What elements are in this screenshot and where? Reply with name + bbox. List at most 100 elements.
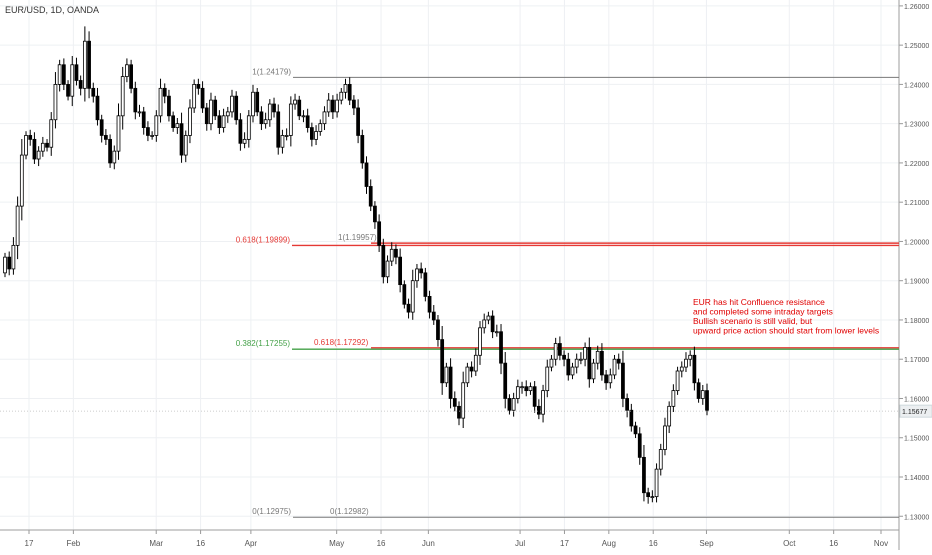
candle-body xyxy=(116,115,121,152)
x-tick-label: May xyxy=(329,539,344,548)
candle-body xyxy=(457,405,461,419)
candle-body xyxy=(293,99,297,105)
candle-body xyxy=(511,398,516,411)
candle-body xyxy=(66,84,70,97)
candle-body xyxy=(32,138,37,160)
candle-body xyxy=(238,119,243,144)
candle-body xyxy=(3,256,7,274)
candle-body xyxy=(398,256,403,286)
last-price-box xyxy=(899,404,932,418)
fib-label-0618: 0.618(1.19899) xyxy=(236,235,291,244)
candle-body xyxy=(175,123,180,128)
x-tick-label: Aug xyxy=(602,539,616,548)
candle-body xyxy=(461,382,466,419)
candle-body xyxy=(427,296,432,313)
y-tick-label: 1.24000 xyxy=(904,82,929,89)
x-tick-label: 17 xyxy=(25,539,34,548)
candle-body xyxy=(99,119,104,136)
candle-body xyxy=(452,398,457,407)
candle-body xyxy=(545,366,550,392)
candle-body xyxy=(469,366,474,372)
candle-body xyxy=(112,150,117,164)
candle-body xyxy=(566,358,571,376)
candle-body xyxy=(87,40,91,89)
x-tick-label: Sep xyxy=(699,539,714,548)
candle-body xyxy=(402,284,407,305)
candle-body xyxy=(465,366,470,384)
candle-body xyxy=(520,386,524,389)
candle-body xyxy=(217,115,222,128)
candle-body xyxy=(591,362,596,380)
last-price-label: 1.15677 xyxy=(902,409,927,416)
candle-body xyxy=(621,362,625,399)
candle-body xyxy=(40,142,45,152)
candle-body xyxy=(129,64,133,89)
candle-body xyxy=(629,409,634,427)
y-tick-label: 1.21000 xyxy=(904,200,929,207)
x-tick-label: Jun xyxy=(422,539,435,548)
candle-body xyxy=(171,115,176,128)
candle-body xyxy=(326,99,331,113)
candle-body xyxy=(579,358,583,361)
fib-label-0382: 0.382(1.17255) xyxy=(236,339,291,348)
candle-body xyxy=(482,319,487,329)
candle-body xyxy=(276,111,281,148)
candle-body xyxy=(583,347,587,360)
candle-body xyxy=(288,103,293,136)
candle-body xyxy=(448,366,453,399)
candle-body xyxy=(11,244,16,270)
x-tick-label: 16 xyxy=(196,539,205,548)
candle-body xyxy=(423,272,428,297)
candle-body xyxy=(301,115,306,118)
candle-body xyxy=(339,91,344,101)
candle-body xyxy=(221,115,226,128)
candle-body xyxy=(120,76,125,117)
candle-body xyxy=(377,221,381,246)
candle-body xyxy=(314,131,318,140)
candle-body xyxy=(562,354,566,360)
candle-body xyxy=(263,119,268,125)
candle-body xyxy=(133,87,138,113)
x-tick-label: Jul xyxy=(515,539,525,548)
candle-body xyxy=(616,358,621,364)
candle-body xyxy=(360,135,365,164)
symbol-title: EUR/USD, 1D, OANDA xyxy=(5,5,100,15)
candle-body xyxy=(125,64,129,77)
candle-body xyxy=(7,256,12,270)
candle-body xyxy=(415,268,419,282)
fib-label-0618b: 0.618(1.17292) xyxy=(314,338,369,347)
candle-body xyxy=(490,315,495,333)
y-tick-label: 1.20000 xyxy=(904,239,929,246)
candle-body xyxy=(478,327,482,356)
candle-body xyxy=(183,135,188,156)
candle-body xyxy=(364,162,369,187)
candle-body xyxy=(431,311,436,321)
x-tick-label: Mar xyxy=(149,539,163,548)
candle-body xyxy=(267,103,272,121)
candle-body xyxy=(696,382,701,399)
candle-body xyxy=(146,127,150,136)
candle-body xyxy=(692,354,697,384)
y-tick-label: 1.16000 xyxy=(904,396,929,403)
candle-body xyxy=(305,115,310,128)
candle-body xyxy=(684,358,688,368)
candle-body xyxy=(192,84,197,109)
candle-body xyxy=(154,115,159,136)
candle-body xyxy=(532,386,537,407)
candle-body xyxy=(381,244,386,278)
candle-body xyxy=(255,91,260,113)
candle-body xyxy=(486,315,491,321)
candle-body xyxy=(36,150,41,160)
candle-body xyxy=(688,354,693,360)
candle-body xyxy=(406,303,411,313)
fib-label-0b: 0(1.12982) xyxy=(330,507,369,516)
candle-body xyxy=(196,84,201,89)
candle-body xyxy=(574,358,579,368)
candle-body xyxy=(242,138,247,144)
candle-body xyxy=(549,358,554,368)
fib-label-1: 1(1.24179) xyxy=(252,67,291,76)
candle-body xyxy=(95,95,100,121)
candle-body xyxy=(646,492,651,498)
